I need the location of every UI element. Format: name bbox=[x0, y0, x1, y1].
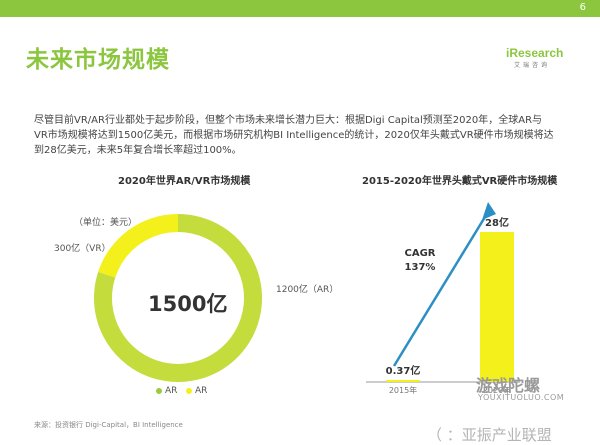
donut-center-label: 1500亿 bbox=[148, 292, 228, 316]
donut-chart-title: 2020年世界AR/VR市场规模 bbox=[118, 176, 251, 187]
growth-arrow-head bbox=[482, 202, 496, 220]
bar-2020年 bbox=[480, 232, 514, 382]
bar-category-label: 2015年 bbox=[389, 385, 417, 395]
cagr-label: CAGR bbox=[405, 248, 436, 259]
cagr-value: 137% bbox=[405, 262, 436, 273]
page-title: 未来市场规模 bbox=[26, 47, 170, 73]
iresearch-logo: iResearch 艾瑞咨询 bbox=[506, 46, 568, 69]
bar-chart-title: 2015-2020年世界头戴式VR硬件市场规模 bbox=[362, 176, 558, 187]
legend-dot-1 bbox=[156, 387, 162, 394]
bar-data-label: 28亿 bbox=[485, 216, 509, 229]
logo-sub-text: 艾瑞咨询 bbox=[514, 62, 551, 69]
watermark-name: 游戏陀螺 bbox=[476, 376, 541, 395]
top-bar: 6 bbox=[0, 0, 600, 17]
legend-item-2: AR bbox=[186, 386, 207, 396]
growth-arrow-line bbox=[392, 211, 490, 367]
donut-label-vr: 300亿（VR） bbox=[54, 244, 111, 254]
logo-main-text: iResearch bbox=[506, 46, 564, 60]
bar-2015年 bbox=[386, 380, 420, 382]
legend-dot-2 bbox=[186, 387, 193, 394]
legend-item-1: AR bbox=[156, 386, 177, 396]
legend-text-1: AR bbox=[165, 386, 178, 396]
source-note: 来源：投资银行 Digi-Capital，BI Intelligence bbox=[34, 421, 183, 429]
donut-label-ar: 1200亿（AR） bbox=[276, 285, 339, 295]
page-number: 6 bbox=[579, 2, 586, 13]
intro-paragraph: 尽管目前VR/AR行业都处于起步阶段，但整个市场未来增长潜力巨大：根据Digi … bbox=[34, 115, 554, 156]
watermark-bottom: （ ：亚振产业联盟 bbox=[427, 426, 552, 444]
donut-legend: AR AR bbox=[156, 386, 207, 396]
bar-data-label: 0.37亿 bbox=[386, 364, 421, 377]
legend-text-2: AR bbox=[195, 386, 208, 396]
donut-unit-note: （单位：美元） bbox=[74, 218, 138, 228]
watermark-url: YOUXITUOLUO.COM bbox=[478, 393, 565, 402]
